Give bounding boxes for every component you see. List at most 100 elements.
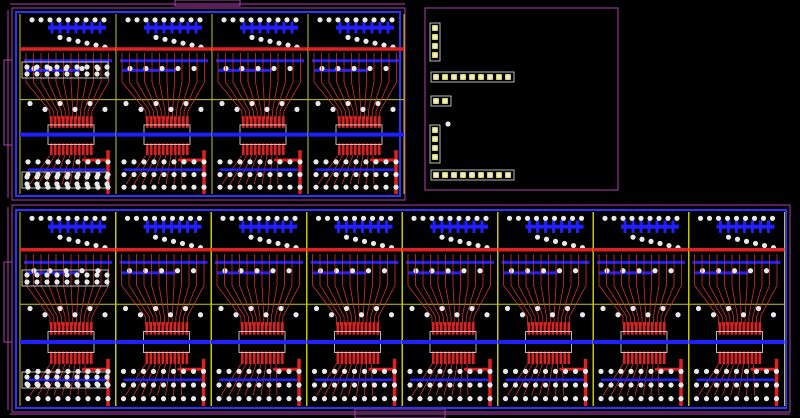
pad [763,382,770,388]
chip-pin [54,143,57,156]
pad [101,17,107,23]
chip-pin [722,351,726,365]
pad [187,215,194,221]
pad [234,106,240,112]
trace [407,285,433,318]
pad [217,184,223,190]
pad [556,268,563,274]
pad [24,174,30,180]
pad [469,305,475,312]
pad [267,171,273,178]
pad [656,215,662,221]
pad [487,396,493,402]
trace [649,285,652,317]
trace [91,81,109,112]
pad [512,368,519,374]
pad [276,382,282,388]
pad [216,382,222,388]
pad [120,396,127,402]
chip-pin [146,116,149,128]
trace [25,285,51,318]
pad [227,171,233,178]
chip-pin [663,322,666,335]
pad [475,242,481,249]
trace [55,81,66,112]
connector [430,71,515,83]
chip-pin [166,143,169,156]
pad [201,171,207,178]
pad [65,159,71,165]
pad [47,17,53,23]
chip-pin [158,116,161,128]
pad [678,396,684,402]
chip-pin [460,322,463,335]
pad [439,305,445,312]
pad [64,64,70,70]
chip-pin [50,116,53,128]
chip-pin [150,143,153,156]
pad [341,396,348,402]
chip-pin [78,351,81,365]
chip-pin [249,351,252,365]
pad [24,279,30,285]
pad [383,65,389,72]
pad [373,171,379,178]
pad [407,382,413,388]
pad [432,34,438,40]
pad [141,184,147,190]
chip-pin [277,322,280,335]
pad [24,64,30,70]
chip-pin [436,322,439,335]
pad [324,215,331,221]
pad [191,159,197,165]
pad [552,396,559,402]
pad [190,268,197,274]
pad [773,382,780,388]
pad [351,396,358,402]
pad [25,159,31,165]
pad [578,215,585,221]
pad [277,159,283,165]
pad [508,268,515,274]
chip-pin [344,351,348,365]
pad [277,184,283,190]
pad [427,382,433,388]
pad [502,382,509,388]
pad [358,312,365,318]
trace [362,285,366,317]
pad [542,368,549,374]
pad [79,65,85,72]
pad [263,312,269,318]
pad [407,396,413,402]
pad [44,181,50,187]
pad [675,312,681,318]
pad [64,279,70,285]
chip-pin [50,143,53,156]
chip-pin [78,116,81,128]
pad [533,215,540,221]
pad [496,74,502,80]
chip-pin [655,351,658,365]
pad [678,368,684,374]
chip-pin [154,143,157,156]
pad [287,184,293,190]
pad [153,100,159,107]
pad [628,396,634,402]
pad [438,215,444,221]
chip-pin [282,116,285,128]
pad [105,368,111,374]
pad [747,268,754,274]
trace [274,285,285,317]
pad [25,368,31,374]
trace [183,81,198,112]
pad [648,396,654,402]
pad [222,268,228,274]
chip-pin [734,351,738,365]
chip-pin [74,116,77,128]
chip-pin [70,322,73,335]
pad [532,368,539,374]
pad [562,368,569,374]
pad [104,272,110,278]
pad [611,215,617,221]
pad [477,368,483,374]
